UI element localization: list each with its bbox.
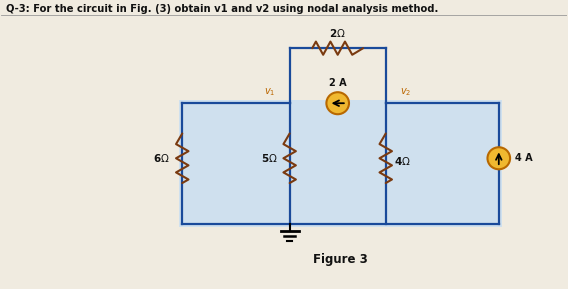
Text: 4 A: 4 A (515, 153, 532, 163)
Text: 4$\Omega$: 4$\Omega$ (394, 155, 411, 167)
Circle shape (487, 147, 510, 169)
Text: $v_1$: $v_1$ (264, 86, 275, 98)
Text: 2$\Omega$: 2$\Omega$ (329, 27, 346, 39)
Text: Figure 3: Figure 3 (313, 253, 368, 266)
FancyBboxPatch shape (179, 101, 502, 227)
Text: Q-3: For the circuit in Fig. (3) obtain v1 and v2 using nodal analysis method.: Q-3: For the circuit in Fig. (3) obtain … (6, 4, 438, 14)
Text: $v_2$: $v_2$ (400, 86, 411, 98)
Text: 2 A: 2 A (329, 78, 346, 88)
Text: 5$\Omega$: 5$\Omega$ (261, 152, 277, 164)
Text: 6$\Omega$: 6$\Omega$ (153, 152, 170, 164)
Circle shape (327, 92, 349, 114)
